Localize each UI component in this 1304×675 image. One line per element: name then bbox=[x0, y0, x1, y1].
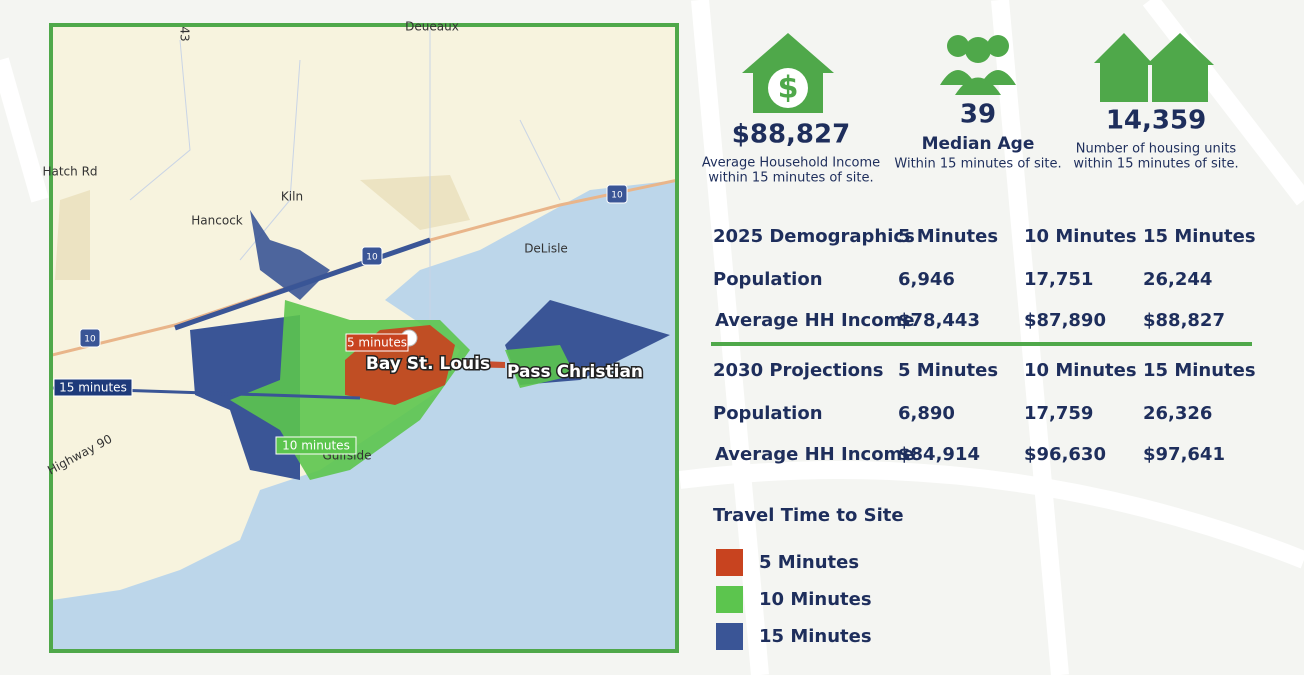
highway-shield bbox=[79, 328, 101, 348]
map-frame bbox=[49, 23, 679, 653]
legend-swatch bbox=[716, 586, 743, 613]
legend-title: Travel Time to Site bbox=[713, 505, 904, 526]
icons bbox=[742, 33, 1214, 113]
travel-label-box bbox=[275, 436, 357, 455]
table-cell: $87,890 bbox=[1024, 310, 1106, 331]
table-cell: $84,914 bbox=[898, 444, 980, 465]
place-label: Hatch Rd bbox=[42, 165, 97, 179]
table-cell: 6,946 bbox=[898, 269, 955, 290]
city-label: Pass Christian bbox=[507, 362, 643, 382]
table-header: 2025 Demographics bbox=[713, 226, 915, 247]
stat-sublabel: Within 15 minutes of site. bbox=[894, 157, 1061, 172]
table-header: 10 Minutes bbox=[1024, 360, 1137, 381]
table-cell: $96,630 bbox=[1024, 444, 1106, 465]
legend-swatch bbox=[716, 623, 743, 650]
stat-label: Number of housing units bbox=[1076, 142, 1237, 157]
table-cell: $97,641 bbox=[1143, 444, 1225, 465]
table-cell: Population bbox=[713, 269, 823, 290]
dollar-icon: $ bbox=[778, 71, 799, 106]
travel-label: 10 minutes bbox=[282, 439, 350, 453]
table-cell: 26,326 bbox=[1143, 403, 1212, 424]
table-header: 2030 Projections bbox=[713, 360, 884, 381]
travel-label-box bbox=[345, 333, 409, 352]
table-header: 5 Minutes bbox=[898, 360, 998, 381]
travel-label-box bbox=[53, 378, 133, 397]
table-cell: $88,827 bbox=[1143, 310, 1225, 331]
place-label: Kiln bbox=[281, 190, 303, 204]
table-header: 10 Minutes bbox=[1024, 226, 1137, 247]
table-header: 5 Minutes bbox=[898, 226, 998, 247]
table-cell: Average HH Income bbox=[715, 310, 915, 331]
table-cell: 17,751 bbox=[1024, 269, 1093, 290]
highway-shield bbox=[606, 184, 628, 204]
stat-value: 39 bbox=[960, 100, 996, 130]
place-label: Deueaux bbox=[405, 20, 459, 34]
table-cell: Average HH Income bbox=[715, 444, 915, 465]
city-label: Bay St. Louis bbox=[366, 354, 490, 374]
legend-swatch bbox=[716, 549, 743, 576]
shield-label: 10 bbox=[84, 335, 96, 345]
shield-label: 10 bbox=[611, 191, 623, 201]
stat-label: Median Age bbox=[922, 134, 1035, 154]
shield-label: 10 bbox=[366, 253, 378, 263]
legend-label: 15 Minutes bbox=[759, 626, 872, 647]
place-label: Hancock bbox=[191, 214, 243, 228]
place-label: 43 bbox=[178, 26, 192, 41]
legend-label: 10 Minutes bbox=[759, 589, 872, 610]
travel-label: 15 minutes bbox=[59, 381, 127, 395]
place-label: DeLisle bbox=[524, 242, 568, 256]
stat-label: Average Household Income bbox=[702, 156, 880, 171]
stat-sublabel: within 15 minutes of site. bbox=[1073, 157, 1238, 172]
table-cell: 6,890 bbox=[898, 403, 955, 424]
table-cell: Population bbox=[713, 403, 823, 424]
stat-sublabel: within 15 minutes of site. bbox=[708, 171, 873, 186]
table-cell: 17,759 bbox=[1024, 403, 1093, 424]
stat-value: $88,827 bbox=[732, 120, 850, 150]
table-cell: 26,244 bbox=[1143, 269, 1212, 290]
table-header: 15 Minutes bbox=[1143, 226, 1256, 247]
highway-shield bbox=[361, 246, 383, 266]
table-header: 15 Minutes bbox=[1143, 360, 1256, 381]
table-cell: $78,443 bbox=[898, 310, 980, 331]
legend-label: 5 Minutes bbox=[759, 552, 859, 573]
stat-value: 14,359 bbox=[1106, 106, 1206, 136]
travel-label: 5 minutes bbox=[347, 336, 407, 350]
